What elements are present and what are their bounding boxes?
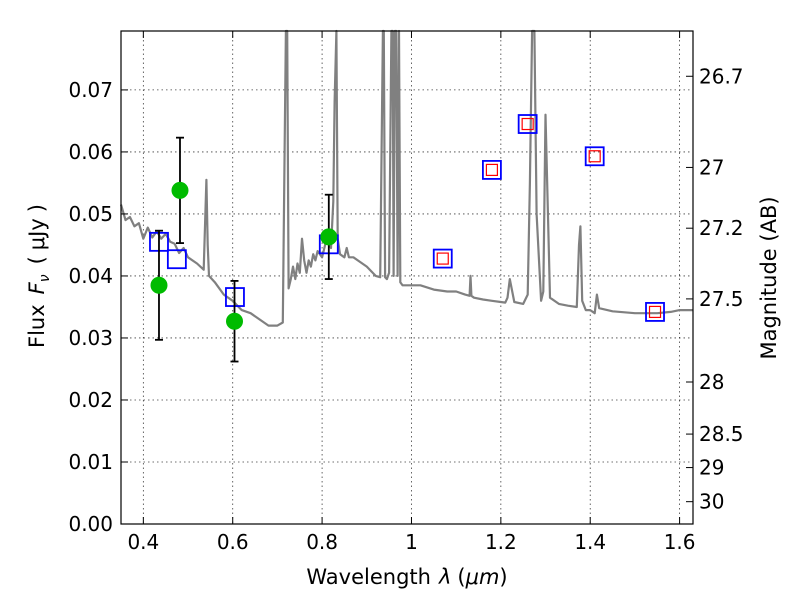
magnitude-tick-label: 30 bbox=[699, 490, 724, 514]
magnitude-tick-label: 27.2 bbox=[699, 216, 744, 240]
x-tick-label: 0.6 bbox=[217, 530, 249, 554]
green-circle-marker bbox=[320, 228, 338, 246]
magnitude-axis-label: Magnitude (AB) bbox=[757, 196, 781, 359]
red-square-marker bbox=[436, 252, 449, 265]
x-tick-label: 1.2 bbox=[485, 530, 517, 554]
y-axis-ticks: 0.00 0.01 0.02 0.03 0.04 0.05 0.06 0.07 bbox=[68, 78, 128, 536]
blue-square-marker bbox=[517, 114, 538, 134]
green-circle-marker bbox=[171, 181, 189, 199]
red-square-marker bbox=[588, 150, 601, 163]
red-square-marker bbox=[485, 163, 499, 177]
series-layer bbox=[119, 29, 693, 363]
x-tick-label: 1 bbox=[405, 530, 418, 554]
y-tick-label: 0.01 bbox=[68, 450, 113, 474]
y-tick-label: 0.00 bbox=[68, 512, 113, 536]
y-tick-label: 0.02 bbox=[68, 388, 113, 412]
blue-square-marker bbox=[482, 160, 502, 180]
magnitude-tick-label: 27 bbox=[699, 155, 724, 179]
y-tick-label: 0.06 bbox=[68, 140, 113, 164]
green-circle-marker bbox=[226, 312, 244, 330]
x-axis-label: Wavelength λ (μm) bbox=[306, 565, 507, 589]
magnitude-tick-label: 26.7 bbox=[699, 64, 744, 88]
grid-lines bbox=[121, 31, 693, 525]
x-tick-label: 1.4 bbox=[574, 530, 606, 554]
x-tick-label: 0.4 bbox=[127, 530, 159, 554]
blue-square-marker bbox=[645, 302, 665, 322]
magnitude-tick-label: 28.5 bbox=[699, 422, 744, 446]
x-axis-ticks: 0.4 0.6 0.8 1 1.2 1.4 1.6 bbox=[127, 31, 696, 554]
x-tick-label: 1.6 bbox=[664, 530, 696, 554]
model-spectrum-line bbox=[119, 29, 693, 327]
blue-square-marker bbox=[584, 146, 605, 167]
y-tick-label: 0.05 bbox=[68, 202, 113, 226]
y-tick-label: 0.07 bbox=[68, 78, 113, 102]
magnitude-tick-label: 27.5 bbox=[699, 287, 744, 311]
y-tick-label: 0.04 bbox=[68, 264, 113, 288]
plot-frame bbox=[120, 30, 694, 525]
blue-square-marker bbox=[166, 249, 187, 270]
x-tick-label: 0.8 bbox=[306, 530, 338, 554]
red-square-marker bbox=[648, 305, 662, 319]
magnitude-tick-label: 28 bbox=[699, 370, 724, 394]
magnitude-axis-ticks: 26.7 27 27.2 27.5 28 28.5 29 30 bbox=[686, 64, 744, 514]
y-axis-label: FluxFν(μJy) bbox=[25, 204, 53, 348]
red-square-marker bbox=[521, 117, 534, 131]
blue-square-marker bbox=[432, 248, 453, 269]
green-circle-marker bbox=[150, 276, 168, 294]
y-tick-label: 0.03 bbox=[68, 326, 113, 350]
magnitude-tick-label: 29 bbox=[699, 456, 724, 480]
